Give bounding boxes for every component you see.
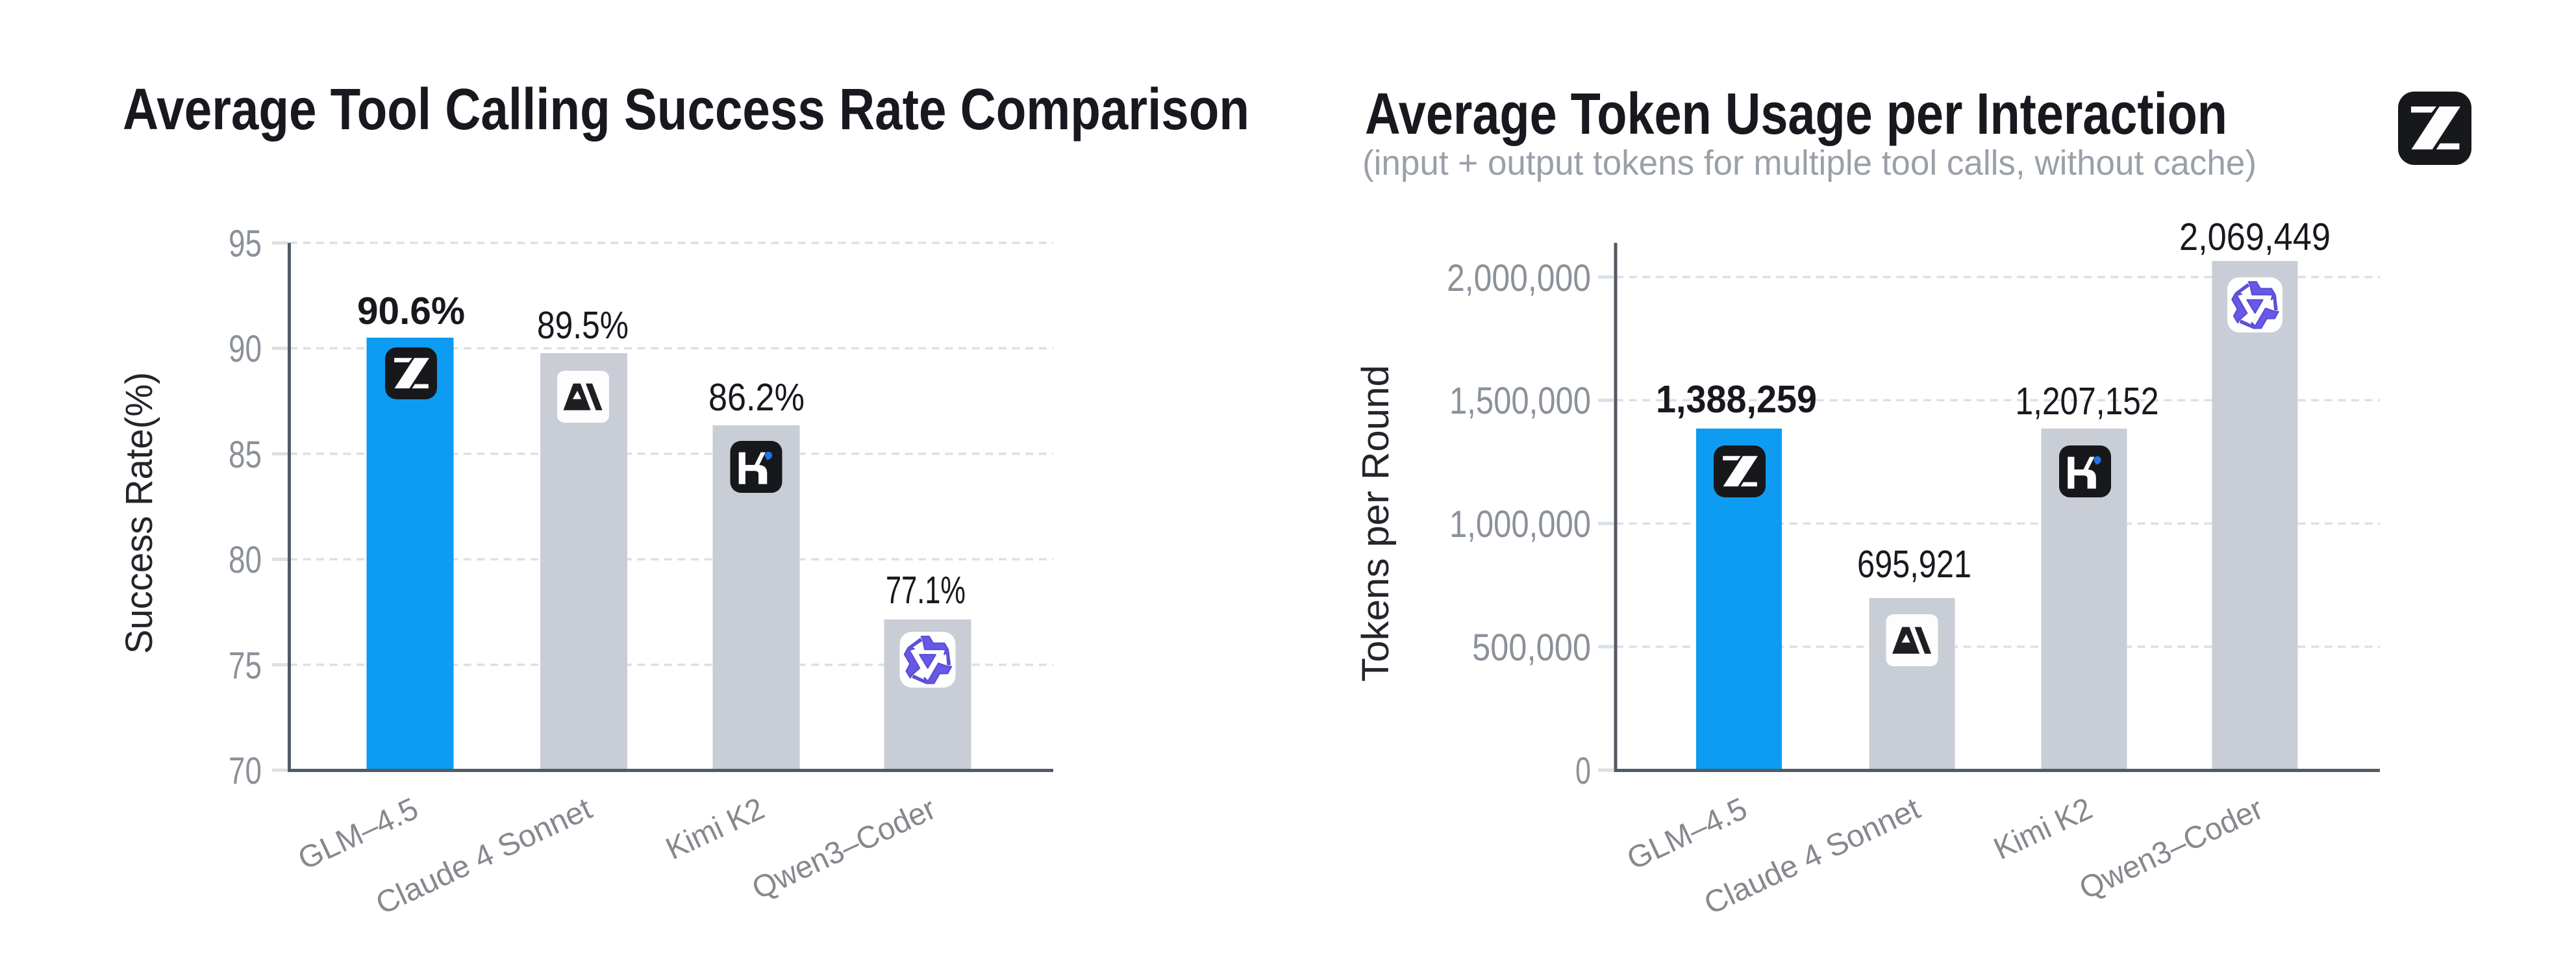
svg-text:Average Tool Calling Success R: Average Tool Calling Success Rate Compar… <box>123 77 1249 142</box>
svg-text:1,207,152: 1,207,152 <box>2016 380 2159 423</box>
svg-text:(input + output tokens for mul: (input + output tokens for multiple tool… <box>1362 144 2257 182</box>
svg-text:90.6%: 90.6% <box>357 290 465 332</box>
svg-text:Tokens per Round: Tokens per Round <box>1355 365 1397 682</box>
svg-text:2,000,000: 2,000,000 <box>1447 257 1591 299</box>
svg-text:70: 70 <box>229 750 262 792</box>
svg-text:85: 85 <box>229 434 262 476</box>
svg-text:GLM–4.5: GLM–4.5 <box>1622 792 1753 877</box>
svg-text:695,921: 695,921 <box>1857 543 1971 586</box>
svg-text:75: 75 <box>229 645 262 687</box>
svg-text:500,000: 500,000 <box>1472 627 1591 669</box>
svg-text:GLM–4.5: GLM–4.5 <box>293 792 423 877</box>
svg-text:89.5%: 89.5% <box>537 304 629 347</box>
svg-text:Kimi K2: Kimi K2 <box>661 792 769 867</box>
svg-text:86.2%: 86.2% <box>708 376 805 419</box>
svg-text:Kimi K2: Kimi K2 <box>1989 792 2097 867</box>
svg-text:Qwen3–Coder: Qwen3–Coder <box>747 792 941 906</box>
svg-text:90: 90 <box>229 328 262 370</box>
svg-text:0: 0 <box>1575 750 1591 792</box>
svg-text:77.1%: 77.1% <box>886 569 966 612</box>
svg-text:Qwen3–Coder: Qwen3–Coder <box>2074 792 2268 906</box>
svg-text:Success Rate(%): Success Rate(%) <box>118 372 160 654</box>
svg-text:1,500,000: 1,500,000 <box>1449 380 1591 422</box>
svg-text:1,388,259: 1,388,259 <box>1656 378 1817 421</box>
svg-text:80: 80 <box>229 539 262 581</box>
svg-text:1,000,000: 1,000,000 <box>1449 503 1591 545</box>
svg-text:95: 95 <box>229 223 262 265</box>
svg-text:2,069,449: 2,069,449 <box>2179 216 2331 258</box>
svg-text:Average Token Usage per Intera: Average Token Usage per Interaction <box>1365 82 2227 147</box>
